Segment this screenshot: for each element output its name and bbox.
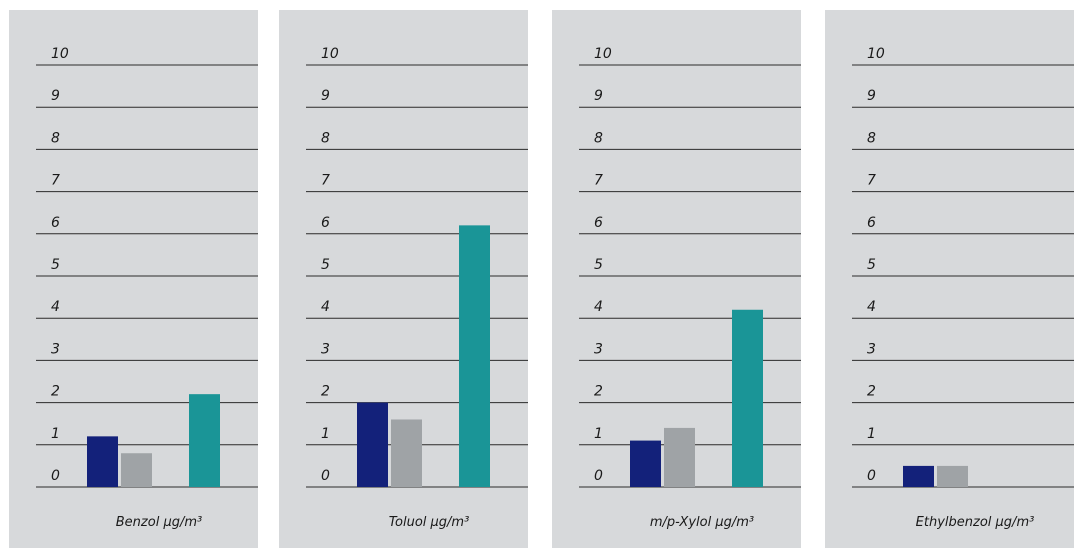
bar-series-1 [357,402,388,487]
y-tick-label: 8 [867,130,876,146]
bar-series-3 [189,394,220,487]
x-axis-title: Benzol µg/m³ [116,515,202,530]
y-tick-label: 7 [867,173,876,189]
y-tick-label: 2 [867,384,876,400]
y-tick-label: 7 [321,173,330,189]
y-tick-label: 8 [321,130,330,146]
y-tick-label: 2 [594,384,603,400]
y-tick-label: 3 [594,341,603,357]
y-tick-label: 1 [321,426,330,442]
chart-panel: 0 1 2 3 4 5 6 7 8 9 10 Benzol µg/m³ [9,10,258,548]
y-tick-label: 1 [594,426,603,442]
bar-series-1 [630,440,661,487]
y-tick-label: 9 [594,88,603,104]
bar-series-2 [664,427,695,487]
bar-series-2 [937,465,968,487]
y-tick-label: 4 [321,299,330,315]
y-tick-label: 0 [867,468,876,484]
bar-series-1 [903,465,934,487]
x-axis-title: Ethylbenzol µg/m³ [916,515,1035,530]
y-tick-label: 3 [321,341,330,357]
y-tick-label: 0 [51,468,60,484]
y-tick-label: 3 [51,341,60,357]
bar-series-2 [391,419,422,487]
chart-panel: 0 1 2 3 4 5 6 7 8 9 10 Toluol µg/m³ [279,10,528,548]
chart-panel: 0 1 2 3 4 5 6 7 8 9 10 Ethylbenzol µg/m³ [825,10,1074,548]
y-tick-label: 10 [51,46,69,62]
bar-chart: 0 1 2 3 4 5 6 7 8 9 10 Toluol µg/m³ [306,46,528,530]
y-tick-label: 4 [594,299,603,315]
chart-panel: 0 1 2 3 4 5 6 7 8 9 10 m/p-Xylol µg/m³ [552,10,801,548]
y-tick-label: 10 [594,46,612,62]
y-tick-label: 2 [51,384,60,400]
y-tick-label: 4 [867,299,876,315]
bar-series-3 [732,309,763,487]
y-tick-label: 7 [51,173,60,189]
x-axis-title: m/p-Xylol µg/m³ [650,515,754,530]
y-tick-label: 5 [867,257,876,273]
y-tick-label: 4 [51,299,60,315]
bar-series-3 [459,225,490,488]
y-tick-label: 10 [867,46,885,62]
y-tick-label: 5 [321,257,330,273]
bar-chart: 0 1 2 3 4 5 6 7 8 9 10 Ethylbenzol µg/m³ [852,46,1074,530]
bar-chart: 0 1 2 3 4 5 6 7 8 9 10 m/p-Xylol µg/m³ [579,46,801,530]
bar-series-2 [121,453,152,487]
y-tick-label: 6 [594,215,603,231]
bar-series-1 [87,436,118,487]
y-tick-label: 1 [867,426,876,442]
y-tick-label: 2 [321,384,330,400]
y-tick-label: 6 [51,215,60,231]
y-tick-label: 8 [594,130,603,146]
y-tick-label: 9 [321,88,330,104]
y-tick-label: 9 [51,88,60,104]
y-tick-label: 0 [321,468,330,484]
y-tick-label: 6 [867,215,876,231]
y-tick-label: 5 [594,257,603,273]
x-axis-title: Toluol µg/m³ [389,515,470,530]
y-tick-label: 6 [321,215,330,231]
y-tick-label: 7 [594,173,603,189]
y-tick-label: 9 [867,88,876,104]
bar-chart: 0 1 2 3 4 5 6 7 8 9 10 Benzol µg/m³ [36,46,258,530]
y-tick-label: 3 [867,341,876,357]
y-tick-label: 5 [51,257,60,273]
y-tick-label: 10 [321,46,339,62]
y-tick-label: 0 [594,468,603,484]
y-tick-label: 8 [51,130,60,146]
y-tick-label: 1 [51,426,60,442]
